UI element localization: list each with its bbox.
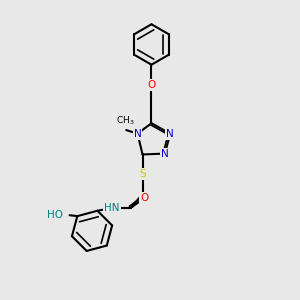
Text: N: N — [161, 148, 169, 159]
Text: N: N — [166, 129, 174, 139]
Text: O: O — [147, 80, 156, 90]
Text: HN: HN — [104, 203, 120, 213]
Text: O: O — [140, 193, 148, 203]
Text: HO: HO — [47, 210, 63, 220]
Text: S: S — [139, 169, 146, 179]
Text: CH$_3$: CH$_3$ — [116, 115, 134, 127]
Text: N: N — [134, 129, 141, 139]
